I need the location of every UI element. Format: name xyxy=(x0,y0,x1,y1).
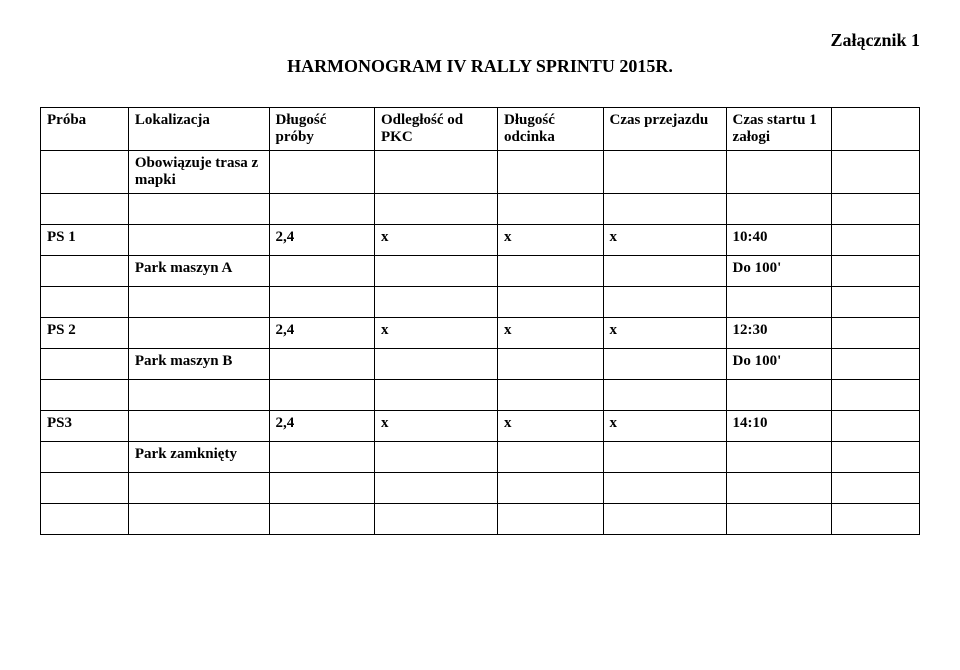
cell xyxy=(832,442,920,473)
ps3-b: x xyxy=(498,411,603,442)
table-blank-row xyxy=(41,473,920,504)
ps1-len: 2,4 xyxy=(269,225,374,256)
table-row: Park maszyn A Do 100' xyxy=(41,256,920,287)
table-row: Park maszyn B Do 100' xyxy=(41,349,920,380)
table-row: PS3 2,4 x x x 14:10 xyxy=(41,411,920,442)
page-title: HARMONOGRAM IV RALLY SPRINTU 2015R. xyxy=(40,56,920,77)
ps3-park: Park zamknięty xyxy=(128,442,269,473)
cell xyxy=(128,411,269,442)
cell xyxy=(603,349,726,380)
ps2-time: 12:30 xyxy=(726,318,831,349)
table-header-row: Próba Lokalizacja Długość próby Odległoś… xyxy=(41,108,920,151)
schedule-table: Próba Lokalizacja Długość próby Odległoś… xyxy=(40,107,920,535)
ps2-b: x xyxy=(498,318,603,349)
cell xyxy=(832,225,920,256)
cell xyxy=(498,151,603,194)
header-proba: Próba xyxy=(41,108,129,151)
header-dlugosc-odcinka: Długość odcinka xyxy=(498,108,603,151)
ps3-c: x xyxy=(603,411,726,442)
table-row: PS 2 2,4 x x x 12:30 xyxy=(41,318,920,349)
header-empty xyxy=(832,108,920,151)
cell xyxy=(41,349,129,380)
cell xyxy=(374,349,497,380)
table-row: PS 1 2,4 x x x 10:40 xyxy=(41,225,920,256)
header-dlugosc-proby: Długość próby xyxy=(269,108,374,151)
ps1-park: Park maszyn A xyxy=(128,256,269,287)
ps1-b: x xyxy=(498,225,603,256)
header-czas-przejazdu: Czas przejazdu xyxy=(603,108,726,151)
header-lokalizacja: Lokalizacja xyxy=(128,108,269,151)
ps2-note: Do 100' xyxy=(726,349,831,380)
ps2-label: PS 2 xyxy=(41,318,129,349)
table-blank-row xyxy=(41,380,920,411)
cell xyxy=(128,318,269,349)
ps3-time: 14:10 xyxy=(726,411,831,442)
cell xyxy=(726,442,831,473)
cell xyxy=(269,256,374,287)
ps2-park: Park maszyn B xyxy=(128,349,269,380)
cell xyxy=(498,349,603,380)
ps1-c: x xyxy=(603,225,726,256)
cell xyxy=(41,442,129,473)
table-header-sub-row: Obowiązuje trasa z mapki xyxy=(41,151,920,194)
cell xyxy=(603,151,726,194)
cell xyxy=(603,442,726,473)
cell xyxy=(374,151,497,194)
cell xyxy=(832,256,920,287)
ps3-a: x xyxy=(374,411,497,442)
cell xyxy=(269,442,374,473)
header-obowiazuje: Obowiązuje trasa z mapki xyxy=(128,151,269,194)
cell xyxy=(832,318,920,349)
cell xyxy=(269,349,374,380)
cell xyxy=(41,256,129,287)
cell xyxy=(374,442,497,473)
ps3-label: PS3 xyxy=(41,411,129,442)
cell xyxy=(832,151,920,194)
table-blank-row xyxy=(41,504,920,535)
cell xyxy=(832,411,920,442)
ps1-label: PS 1 xyxy=(41,225,129,256)
ps2-c: x xyxy=(603,318,726,349)
cell xyxy=(269,151,374,194)
ps3-len: 2,4 xyxy=(269,411,374,442)
table-row: Park zamknięty xyxy=(41,442,920,473)
ps1-note: Do 100' xyxy=(726,256,831,287)
ps2-a: x xyxy=(374,318,497,349)
header-czas-startu: Czas startu 1 załogi xyxy=(726,108,831,151)
table-blank-row xyxy=(41,287,920,318)
cell xyxy=(603,256,726,287)
cell xyxy=(498,442,603,473)
ps2-len: 2,4 xyxy=(269,318,374,349)
attachment-label: Załącznik 1 xyxy=(40,30,920,51)
cell xyxy=(41,151,129,194)
cell xyxy=(832,349,920,380)
cell xyxy=(498,256,603,287)
cell xyxy=(726,151,831,194)
ps1-time: 10:40 xyxy=(726,225,831,256)
table-blank-row xyxy=(41,194,920,225)
cell xyxy=(374,256,497,287)
cell xyxy=(128,225,269,256)
header-odleglosc: Odległość od PKC xyxy=(374,108,497,151)
ps1-a: x xyxy=(374,225,497,256)
